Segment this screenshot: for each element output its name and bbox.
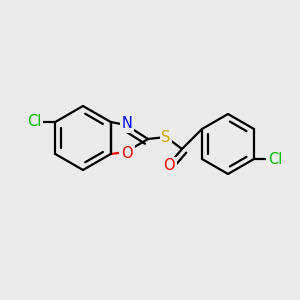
Text: N: N [122,116,132,131]
Text: Cl: Cl [27,115,41,130]
Text: Cl: Cl [268,152,282,166]
Text: O: O [121,146,133,160]
Text: O: O [163,158,175,173]
Text: S: S [161,130,171,145]
